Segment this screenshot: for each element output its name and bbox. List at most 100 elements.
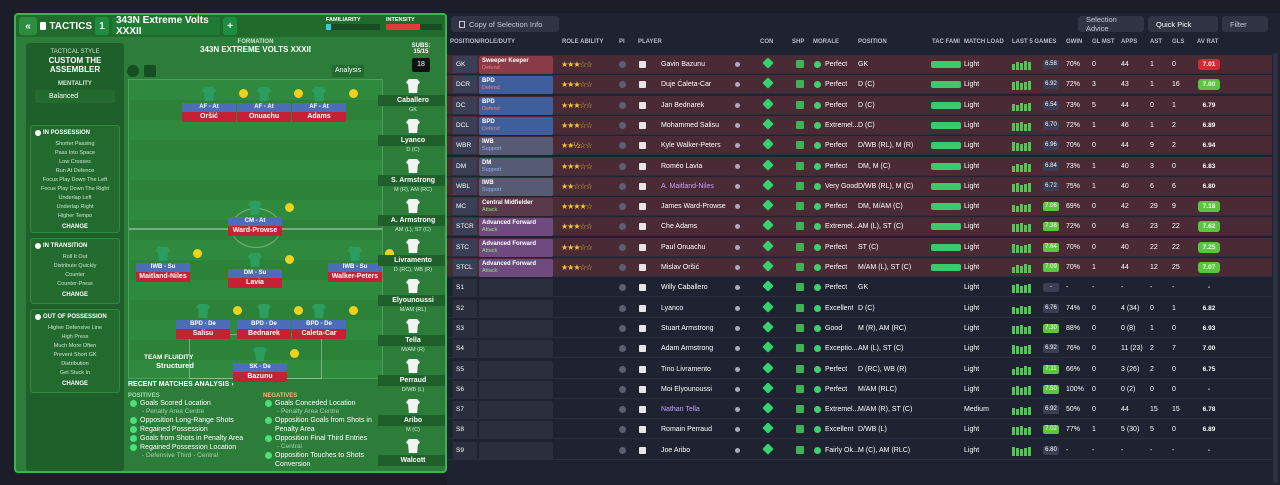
pi-icon[interactable]	[619, 81, 626, 89]
column-header[interactable]: ROLE ABILITY	[562, 39, 604, 45]
in-possession-box[interactable]: IN POSSESSION Shorter Passing Pass Into S…	[30, 125, 120, 233]
table-row[interactable]: S9 Joe Aribo Fairly Ok... M (C), AM (RLC) Li…	[447, 440, 1272, 460]
tactic-slot[interactable]: 1	[95, 17, 109, 35]
player-name-cell[interactable]: Roméo Lavia	[661, 162, 703, 170]
pitch-player[interactable]: IWB - Su Maitland-Niles	[136, 247, 202, 282]
table-row[interactable]: S4 Adam Armstrong Exceptio... AM (L), ST (C…	[447, 339, 1272, 359]
column-header[interactable]: LAST 5 GAMES	[1012, 39, 1057, 45]
table-row[interactable]: S2 Lyanco Excellent D (C) Light 6.76 74% 0 4 (34…	[447, 298, 1272, 318]
pi-icon[interactable]	[619, 182, 626, 190]
chevron-down-icon[interactable]	[735, 386, 740, 392]
filter-button[interactable]: Filter	[1222, 16, 1268, 32]
chevron-down-icon[interactable]	[735, 305, 740, 311]
pi-icon[interactable]	[619, 61, 626, 68]
sub-player[interactable]: A. Armstrong AM (L), ST (C)	[378, 199, 445, 233]
sub-player[interactable]: Walcott	[378, 439, 445, 467]
role-duty-dropdown[interactable]: IWB Support	[479, 137, 553, 156]
change-transition-button[interactable]: CHANGE	[61, 292, 88, 298]
tactic-name-dropdown[interactable]: 343N Extreme Volts XXXII	[112, 15, 220, 37]
column-header[interactable]: AV RAT	[1197, 39, 1219, 45]
column-header[interactable]: CON	[760, 39, 774, 45]
pi-icon[interactable]	[619, 264, 626, 271]
chevron-down-icon[interactable]	[735, 244, 740, 250]
chevron-down-icon[interactable]	[735, 285, 740, 291]
player-name-cell[interactable]: Moi Elyounoussi	[661, 385, 712, 393]
table-row[interactable]: STCL Advanced Forward Attack ★★★☆☆ Mislav Or…	[447, 258, 1272, 277]
chevron-down-icon[interactable]	[735, 183, 740, 189]
player-name-cell[interactable]: Mislav Oršić	[661, 264, 700, 271]
pitch-player[interactable]: BPD - De Bednarek	[237, 304, 303, 339]
player-name-cell[interactable]: Mohammed Salisu	[661, 121, 719, 129]
pi-icon[interactable]	[619, 203, 626, 211]
table-row[interactable]: S3 Stuart Armstrong Good M (R), AM (RC) Ligh…	[447, 318, 1272, 338]
mentality-dropdown[interactable]: Balanced	[35, 90, 115, 103]
pi-icon[interactable]	[619, 142, 626, 150]
player-name-cell[interactable]: Joe Aribo	[661, 446, 691, 454]
pi-icon[interactable]	[619, 284, 626, 292]
chevron-down-icon[interactable]	[735, 62, 740, 67]
quick-pick-button[interactable]: Quick Pick	[1148, 16, 1218, 32]
instructions-icon[interactable]	[127, 65, 139, 77]
sub-player[interactable]: Tella M/AM (R)	[378, 319, 445, 353]
sub-player[interactable]: Livramento D (RC), WB (R)	[378, 239, 445, 273]
chevron-down-icon[interactable]	[735, 224, 740, 230]
player-name-cell[interactable]: James Ward-Prowse	[661, 203, 726, 211]
chevron-down-icon[interactable]	[735, 265, 740, 270]
table-row[interactable]: S6 Moi Elyounoussi Perfect M/AM (RLC) Light 7…	[447, 379, 1272, 399]
role-duty-dropdown[interactable]: BPD Defend	[479, 116, 553, 135]
pi-icon[interactable]	[619, 406, 626, 414]
pi-icon[interactable]	[619, 365, 626, 373]
player-name-cell[interactable]: Kyle Walker-Peters	[661, 142, 721, 150]
tactical-style-name[interactable]: CUSTOM THE ASSEMBLER	[48, 56, 102, 74]
role-duty-dropdown[interactable]: Advanced Forward Attack	[479, 218, 553, 237]
table-row[interactable]: WBR IWB Support ★★½☆☆ Kyle Walker-Peters Perf…	[447, 136, 1272, 156]
table-row[interactable]: MC Central Midfielder Attack ★★★★☆ James War…	[447, 197, 1272, 217]
chevron-down-icon[interactable]	[735, 163, 740, 169]
role-duty-dropdown[interactable]: Central Midfielder Attack	[479, 198, 553, 217]
chevron-down-icon[interactable]	[735, 346, 740, 352]
player-name-cell[interactable]: Nathan Tella	[661, 406, 700, 414]
role-duty-dropdown[interactable]: Advanced Forward Attack	[479, 238, 553, 257]
player-name-cell[interactable]: Lyanco	[661, 304, 684, 312]
player-name-cell[interactable]: Adam Armstrong	[661, 345, 714, 353]
player-name-cell[interactable]: Paul Onuachu	[661, 243, 706, 251]
table-row[interactable]: S1 Willy Caballero Perfect GK Light - - - - - - -	[447, 278, 1272, 298]
column-header[interactable]: AST	[1150, 39, 1162, 45]
sub-player[interactable]: Lyanco D (C)	[378, 119, 445, 153]
pi-icon[interactable]	[619, 426, 626, 434]
pitch-player[interactable]: AF - At Oršić	[182, 87, 248, 122]
table-scrollbar[interactable]	[1273, 53, 1278, 483]
selection-advice-button[interactable]: Selection Advice	[1078, 15, 1144, 33]
player-name-cell[interactable]: Tino Livramento	[661, 365, 711, 373]
chevron-down-icon[interactable]	[735, 366, 740, 372]
formation-name-dropdown[interactable]: 343N EXTREME VOLTS XXXII	[200, 45, 311, 54]
role-duty-dropdown[interactable]: IWB Support	[479, 177, 553, 196]
table-row[interactable]: DC BPD Defend ★★★☆☆ Jan Bednarek Perfect D (C)…	[447, 95, 1272, 115]
column-header[interactable]: GLS	[1172, 39, 1185, 45]
pi-icon[interactable]	[619, 223, 626, 231]
table-row[interactable]: DCL BPD Defend ★★★☆☆ Mohammed Salisu Extremel…	[447, 115, 1272, 135]
chevron-down-icon[interactable]	[735, 325, 740, 331]
column-header[interactable]: TAC FAMI	[932, 39, 960, 45]
table-row[interactable]: S7 Nathan Tella Extremel... M/AM (R), ST (C…	[447, 400, 1272, 420]
chevron-down-icon[interactable]	[735, 427, 740, 433]
pitch-player[interactable]: BPD - De Caleta-Car	[292, 304, 358, 339]
column-header[interactable]: MATCH LOAD	[964, 39, 1004, 45]
table-row[interactable]: STCR Advanced Forward Attack ★★★☆☆ Che Adams…	[447, 217, 1272, 237]
column-header[interactable]: PLAYER	[638, 39, 662, 45]
role-duty-dropdown[interactable]: BPD Defend	[479, 96, 553, 115]
player-name-cell[interactable]: Stuart Armstrong	[661, 324, 714, 332]
pitch-player[interactable]: IWB - Su Walker-Peters	[328, 247, 394, 282]
pi-icon[interactable]	[619, 162, 626, 170]
analysis-button[interactable]: Analysis	[332, 65, 365, 77]
table-row[interactable]: GK Sweeper Keeper Defend ★★★☆☆ Gavin Bazunu P…	[447, 55, 1272, 74]
pi-icon[interactable]	[619, 324, 626, 332]
chevron-down-icon[interactable]	[735, 82, 740, 88]
copy-selection-dropdown[interactable]: Copy of Selection Info	[451, 16, 559, 32]
pitch-player[interactable]: AF - At Adams	[292, 87, 358, 122]
collapse-button[interactable]: «	[19, 17, 37, 35]
column-header[interactable]: GWIN	[1066, 39, 1083, 45]
table-row[interactable]: WBL IWB Support ★★☆☆☆ A. Maitland-Niles Very …	[447, 176, 1272, 196]
pitch-player[interactable]: SK - De Bazunu	[233, 347, 299, 382]
column-header[interactable]: SHP	[792, 39, 805, 45]
